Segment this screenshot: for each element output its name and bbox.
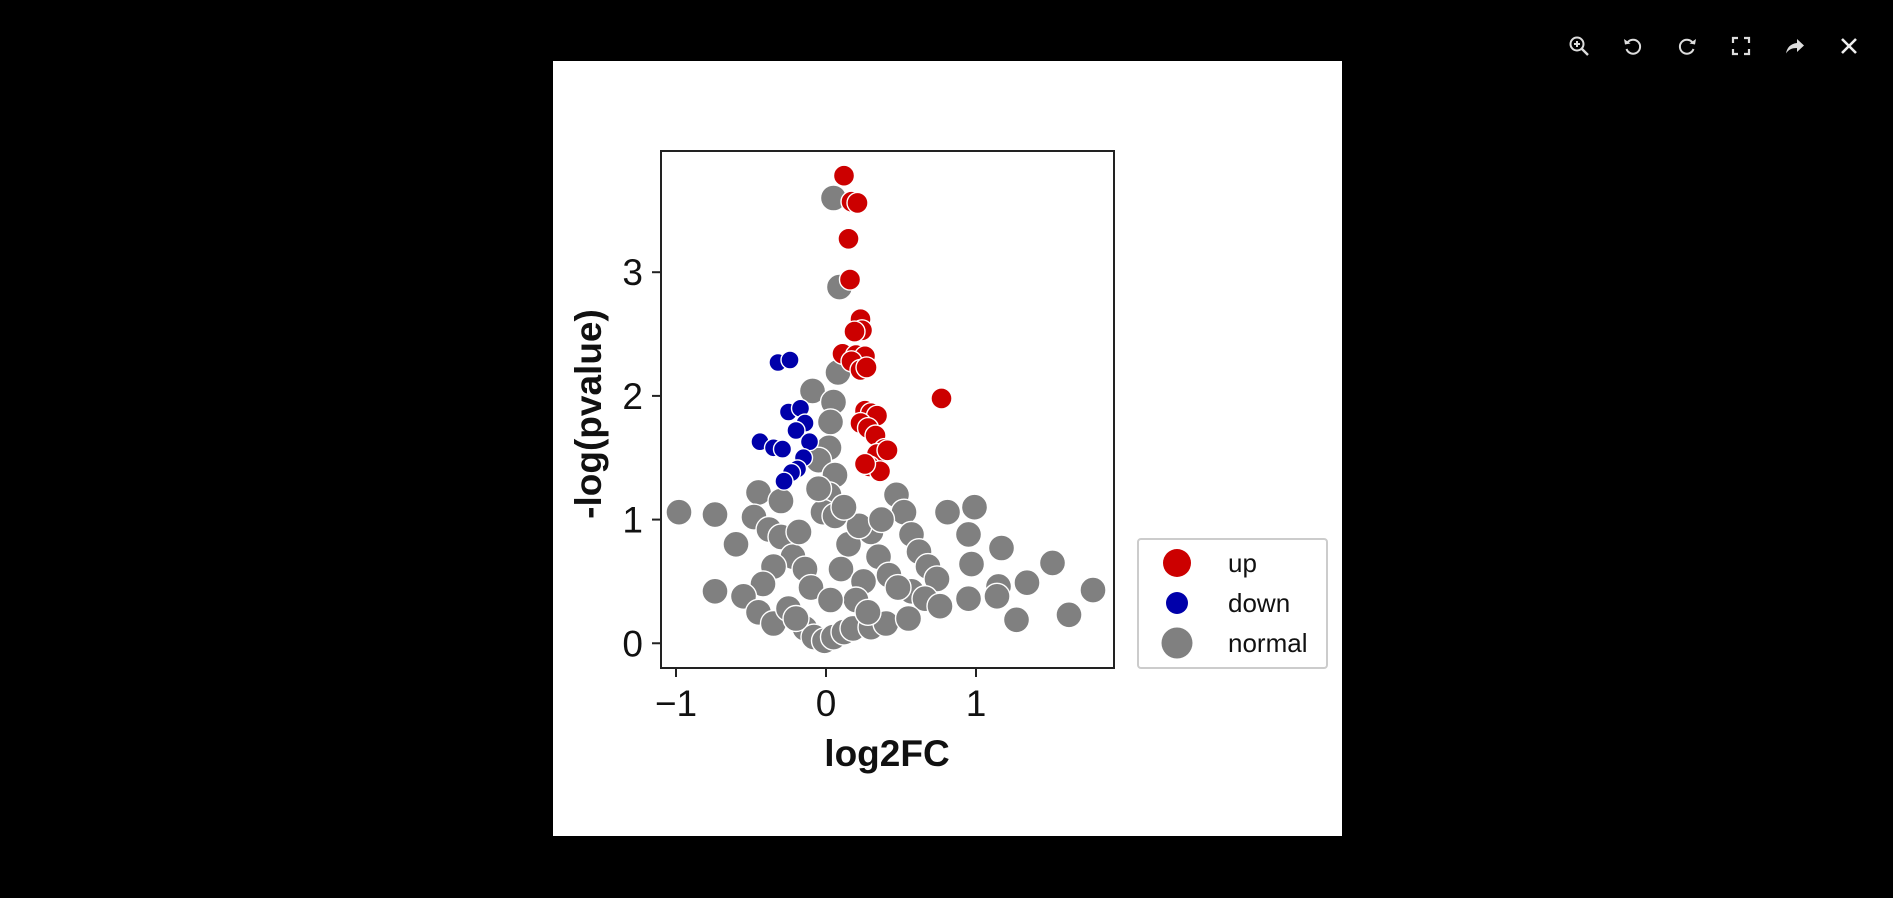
fullscreen-icon <box>1731 36 1751 56</box>
rotate-left-button[interactable] <box>1615 28 1651 64</box>
share-icon <box>1786 39 1804 54</box>
point-normal <box>827 555 855 583</box>
point-normal <box>854 598 882 626</box>
point-normal <box>749 570 777 598</box>
legend-marker-up <box>1163 549 1191 577</box>
rotate-right-button[interactable] <box>1669 28 1705 64</box>
zoom-in-icon <box>1569 36 1589 56</box>
close-button[interactable] <box>1831 28 1867 64</box>
y-tick-label: 1 <box>622 500 643 541</box>
point-normal <box>797 573 825 602</box>
point-down <box>799 432 820 452</box>
point-normal <box>804 475 833 503</box>
point-normal <box>867 505 896 534</box>
point-normal <box>701 500 729 529</box>
point-normal <box>816 586 845 614</box>
viewer-toolbar <box>1561 26 1867 66</box>
point-down <box>786 420 806 441</box>
point-normal <box>884 573 912 602</box>
point-up <box>838 268 862 291</box>
point-normal <box>894 604 923 633</box>
y-axis-label: -log(pvalue) <box>568 309 609 519</box>
axes: −1 0 1 0 1 2 3 <box>622 252 986 724</box>
point-down <box>774 471 794 491</box>
legend-label-down: down <box>1228 588 1290 618</box>
y-tick-label: 2 <box>622 376 643 417</box>
x-tick-label: −1 <box>655 683 697 724</box>
point-down <box>780 350 800 370</box>
point-normal <box>923 565 951 593</box>
point-normal <box>983 582 1011 610</box>
point-normal <box>830 493 858 521</box>
point-normal <box>926 592 954 620</box>
close-icon <box>1841 38 1857 54</box>
point-normal <box>798 377 827 405</box>
point-normal <box>782 604 810 633</box>
legend-label-up: up <box>1228 548 1257 578</box>
point-normal <box>933 498 962 526</box>
point-normal <box>957 550 986 578</box>
point-normal <box>954 520 983 549</box>
share-button[interactable] <box>1777 28 1813 64</box>
rotate-right-icon <box>1678 38 1696 55</box>
point-normal <box>1055 601 1083 629</box>
rotate-left-icon <box>1624 38 1642 55</box>
legend-marker-normal <box>1161 627 1193 659</box>
point-normal <box>767 487 795 515</box>
point-up <box>837 227 860 251</box>
point-up <box>846 191 869 215</box>
point-up <box>853 452 877 476</box>
zoom-in-button[interactable] <box>1561 28 1597 64</box>
y-tick-label: 3 <box>622 252 643 293</box>
point-up <box>930 387 953 410</box>
fullscreen-button[interactable] <box>1723 28 1759 64</box>
point-up <box>843 320 866 343</box>
legend-marker-down <box>1166 592 1188 614</box>
x-tick-label: 1 <box>966 683 987 724</box>
point-normal <box>1079 576 1107 604</box>
point-normal <box>1002 606 1031 634</box>
point-up <box>876 439 899 462</box>
point-normal <box>954 585 983 613</box>
point-up <box>832 164 856 187</box>
point-down <box>772 439 793 459</box>
point-up <box>855 356 878 379</box>
point-normal <box>785 518 813 546</box>
viewer-image[interactable]: −1 0 1 0 1 2 3 log2FC -log(pvalue) up down norma… <box>553 61 1342 836</box>
y-tick-label: 0 <box>622 623 643 664</box>
point-normal <box>665 498 693 526</box>
point-normal <box>701 577 729 605</box>
point-normal <box>1038 549 1067 577</box>
volcano-plot: −1 0 1 0 1 2 3 log2FC -log(pvalue) up down norma… <box>568 150 1328 774</box>
point-normal <box>1013 569 1041 597</box>
legend-label-normal: normal <box>1228 628 1307 658</box>
point-normal <box>816 408 845 436</box>
point-normal <box>987 534 1016 562</box>
point-normal <box>722 530 750 558</box>
legend: up down normal <box>1137 538 1328 669</box>
point-normal <box>960 493 989 521</box>
x-tick-label: 0 <box>816 683 837 724</box>
x-axis-label: log2FC <box>824 733 949 774</box>
data-points <box>665 164 1107 655</box>
